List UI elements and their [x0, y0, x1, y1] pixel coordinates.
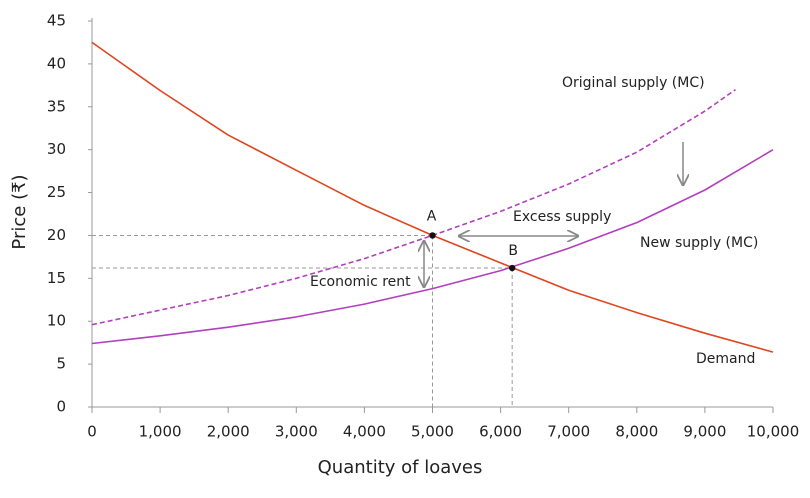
y-tick-label: 25	[47, 183, 66, 201]
series-line	[91, 88, 736, 326]
x-tick-label: 1,000	[139, 423, 182, 441]
series-line	[91, 149, 774, 345]
x-tick-label: 9,000	[683, 423, 726, 441]
series-label: New supply (MC)	[640, 235, 758, 251]
y-tick-label: 5	[56, 355, 66, 373]
x-tick-label: 5,000	[411, 423, 454, 441]
y-tick-label: 35	[47, 97, 66, 115]
y-tick-label: 15	[47, 269, 66, 287]
y-tick-label: 45	[47, 12, 66, 30]
point-label: B	[508, 243, 518, 259]
point	[508, 264, 516, 272]
y-tick-label: 0	[56, 398, 66, 416]
series-label: Original supply (MC)	[562, 75, 705, 91]
annotation: Economic rent	[310, 274, 411, 290]
y-axis-title: Price (₹)	[9, 174, 30, 249]
y-tick-label: 30	[47, 140, 66, 158]
x-tick-label: 8,000	[615, 423, 658, 441]
x-tick-label: 0	[87, 423, 97, 441]
x-tick-label: 7,000	[547, 423, 590, 441]
x-axis-title: Quantity of loaves	[318, 457, 483, 478]
annotation: Excess supply	[513, 209, 611, 225]
series-label: Demand	[696, 351, 755, 367]
x-tick-label: 4,000	[343, 423, 386, 441]
x-tick-label: 2,000	[207, 423, 250, 441]
y-tick-label: 10	[47, 312, 66, 330]
point-label: A	[427, 208, 437, 224]
x-tick-label: 3,000	[275, 423, 318, 441]
reference-lines	[92, 234, 513, 407]
y-tick-label: 20	[47, 226, 66, 244]
x-tick-label: 6,000	[479, 423, 522, 441]
x-tick-label: 10,000	[747, 423, 800, 441]
point	[429, 232, 436, 239]
y-tick-label: 40	[47, 54, 66, 72]
